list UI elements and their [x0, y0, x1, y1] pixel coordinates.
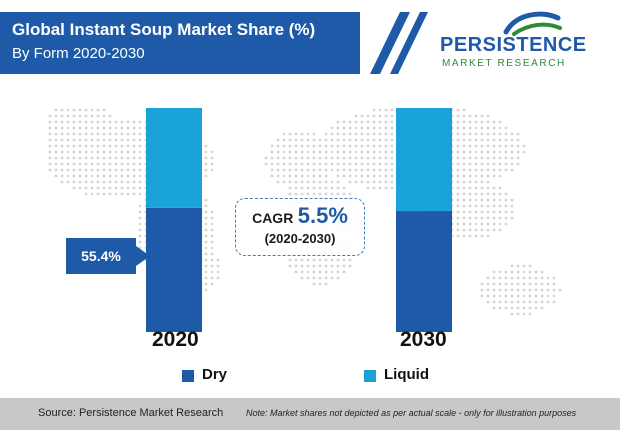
x-tick-label-2020: 2020 [152, 328, 199, 351]
footer-source: Source: Persistence Market Research [38, 407, 224, 419]
x-tick-label-2030: 2030 [400, 328, 447, 351]
title-banner [0, 12, 360, 74]
chart-title: Global Instant Soup Market Share (%) [12, 20, 316, 39]
legend-swatch-liquid [364, 370, 376, 382]
legend-label-dry: Dry [202, 366, 228, 383]
footer-bar: Source: Persistence Market Research Note… [0, 398, 620, 430]
brand-logo: PERSISTENCE MARKET RESEARCH [436, 8, 614, 78]
footer-note: Note: Market shares not depicted as per … [246, 408, 577, 418]
cagr-value: 5.5% [297, 203, 348, 228]
bar-2030-dry [396, 211, 452, 332]
callout-pointer [136, 246, 150, 266]
decorative-stripes [370, 12, 428, 74]
logo-name: PERSISTENCE [440, 34, 587, 56]
legend-label-liquid: Liquid [384, 366, 429, 383]
data-label-2020-dry: 55.4% [66, 238, 136, 274]
logo-swoosh-icon [503, 11, 562, 36]
cagr-label: CAGR [252, 210, 294, 226]
logo-tagline: MARKET RESEARCH [442, 58, 566, 69]
cagr-period: (2020-2030) [264, 231, 336, 246]
bar-2020-dry [146, 207, 202, 332]
legend-swatch-dry [182, 370, 194, 382]
cagr-annotation: CAGR 5.5% (2020-2030) [235, 198, 365, 256]
chart-subtitle: By Form 2020-2030 [12, 45, 145, 62]
bar-2030-liquid [396, 108, 452, 212]
bar-2020-liquid [146, 108, 202, 208]
